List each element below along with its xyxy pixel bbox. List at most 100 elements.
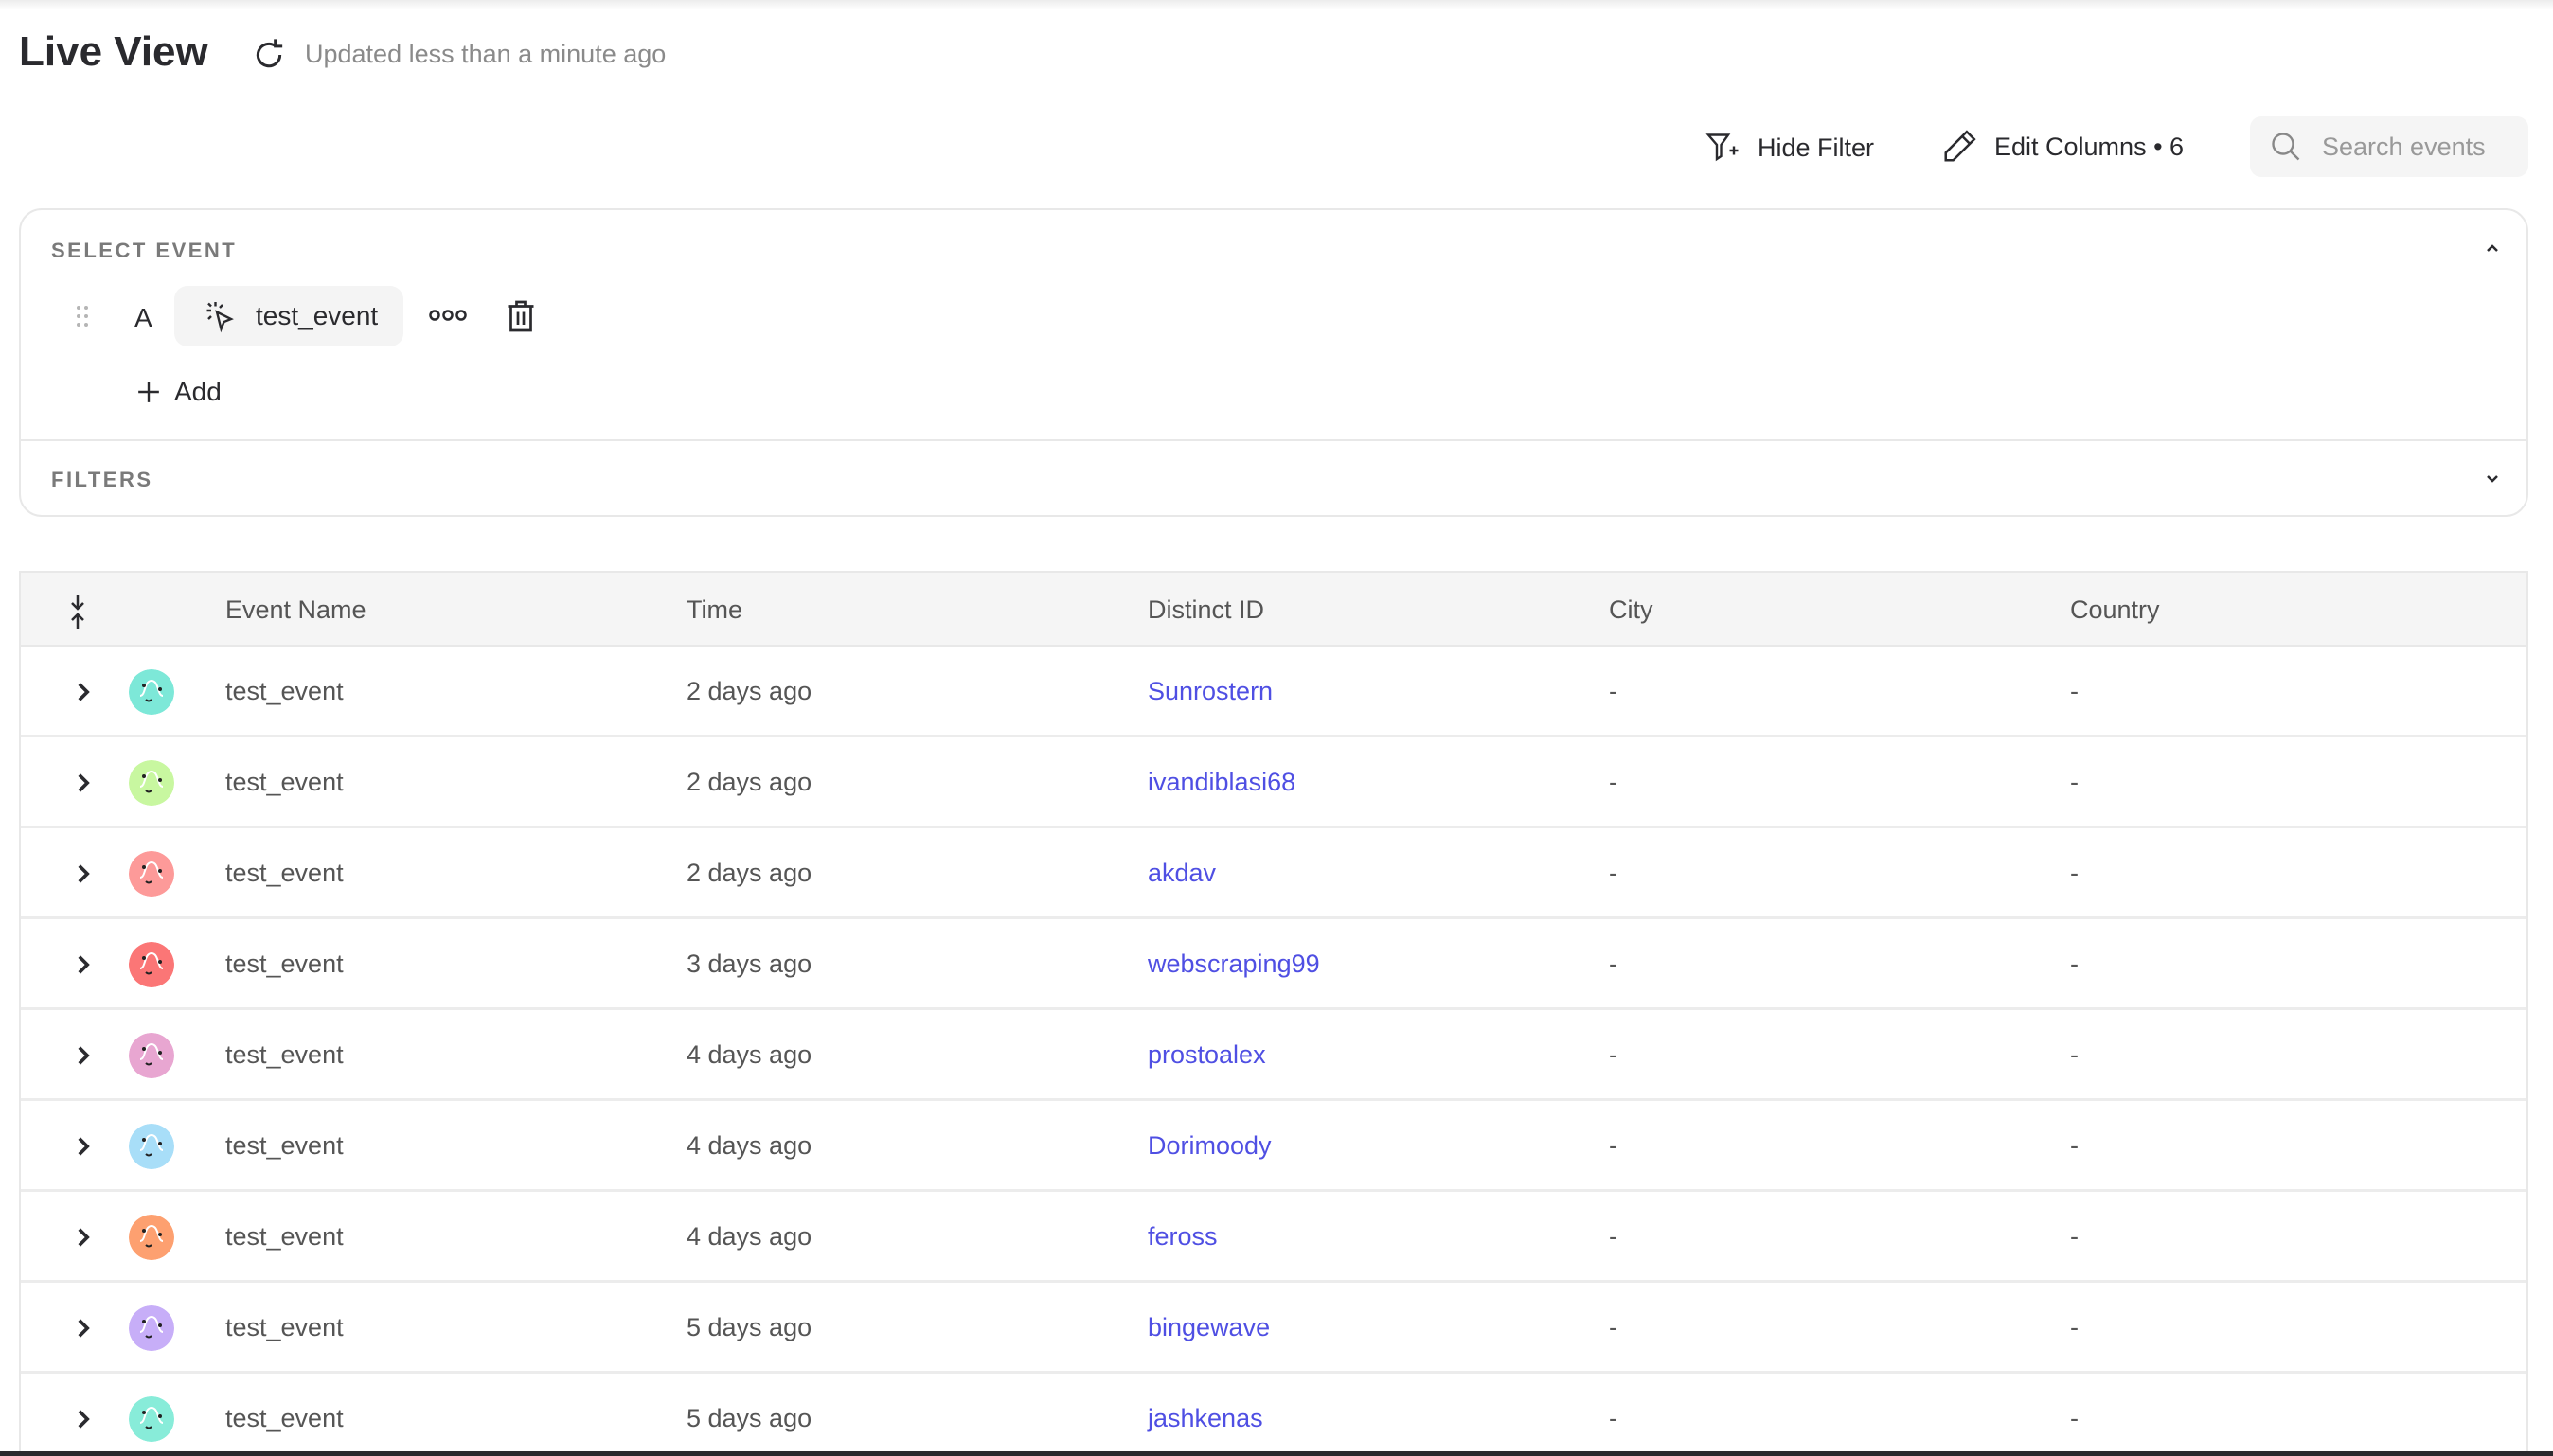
- hide-filter-label: Hide Filter: [1758, 133, 1875, 162]
- table-row[interactable]: test_event 4 days ago feross - -: [21, 1192, 2526, 1283]
- city-cell: -: [1609, 859, 1617, 887]
- country-cell: -: [2070, 1404, 2079, 1432]
- distinct-id-link[interactable]: ivandiblasi68: [1148, 768, 1296, 796]
- event-name-cell: test_event: [225, 859, 344, 887]
- select-event-label: SELECT EVENT: [51, 239, 238, 262]
- column-header-country[interactable]: Country: [2070, 595, 2160, 624]
- table-row[interactable]: test_event 4 days ago Dorimoody - -: [21, 1101, 2526, 1192]
- city-cell: -: [1609, 1131, 1617, 1160]
- city-cell: -: [1609, 1222, 1617, 1251]
- city-cell: -: [1609, 768, 1617, 796]
- expand-row-icon[interactable]: [70, 1042, 97, 1069]
- city-cell: -: [1609, 677, 1617, 705]
- distinct-id-link[interactable]: Dorimoody: [1148, 1131, 1272, 1160]
- search-input[interactable]: [2322, 132, 2502, 162]
- event-name: test_event: [256, 301, 379, 330]
- distinct-id-link[interactable]: webscraping99: [1148, 950, 1320, 978]
- pencil-icon: [1944, 130, 1976, 162]
- distinct-id-link[interactable]: bingewave: [1148, 1313, 1271, 1341]
- event-name-cell: test_event: [225, 1313, 344, 1341]
- distinct-id-link[interactable]: prostoalex: [1148, 1040, 1266, 1069]
- drag-handle-icon[interactable]: [76, 305, 89, 328]
- event-query-panel: SELECT EVENT A test_event Add FILTERS: [19, 208, 2528, 517]
- page-title: Live View: [19, 28, 208, 75]
- time-cell: 2 days ago: [687, 677, 812, 705]
- distinct-id-link[interactable]: Sunrostern: [1148, 677, 1274, 705]
- add-label: Add: [174, 377, 222, 406]
- country-cell: -: [2070, 1040, 2079, 1069]
- city-cell: -: [1609, 1404, 1617, 1432]
- search-icon: [2272, 133, 2300, 161]
- table-row[interactable]: test_event 3 days ago webscraping99 - -: [21, 919, 2526, 1010]
- country-cell: -: [2070, 1222, 2079, 1251]
- avatar: [129, 760, 174, 806]
- expand-row-icon[interactable]: [70, 861, 97, 887]
- expand-row-icon[interactable]: [70, 770, 97, 796]
- country-cell: -: [2070, 768, 2079, 796]
- table-row[interactable]: test_event 2 days ago akdav - -: [21, 828, 2526, 919]
- table-header: Event Name Time Distinct ID City Country: [21, 571, 2526, 647]
- refresh-icon[interactable]: [250, 36, 288, 74]
- add-event-button[interactable]: Add: [136, 377, 222, 407]
- bottom-bar: [0, 1451, 2553, 1456]
- city-cell: -: [1609, 950, 1617, 978]
- chevron-up-icon[interactable]: [2483, 239, 2502, 257]
- expand-row-icon[interactable]: [70, 1315, 97, 1341]
- time-cell: 4 days ago: [687, 1222, 812, 1251]
- table-row[interactable]: test_event 4 days ago prostoalex - -: [21, 1010, 2526, 1101]
- filters-label: FILTERS: [51, 468, 153, 491]
- plus-icon: [138, 382, 159, 402]
- distinct-id-link[interactable]: feross: [1148, 1222, 1218, 1251]
- city-cell: -: [1609, 1313, 1617, 1341]
- country-cell: -: [2070, 859, 2079, 887]
- event-name-cell: test_event: [225, 1131, 344, 1160]
- expand-row-icon[interactable]: [70, 951, 97, 978]
- expand-row-icon[interactable]: [70, 1133, 97, 1160]
- edit-columns-label: Edit Columns • 6: [1994, 132, 2185, 161]
- expand-row-icon[interactable]: [70, 1224, 97, 1251]
- expand-row-icon[interactable]: [70, 679, 97, 705]
- country-cell: -: [2070, 950, 2079, 978]
- chevron-down-icon[interactable]: [2483, 470, 2502, 488]
- updated-status: Updated less than a minute ago: [305, 40, 667, 68]
- click-cursor-icon: [206, 302, 234, 333]
- city-cell: -: [1609, 1040, 1617, 1069]
- more-options-icon[interactable]: [428, 307, 468, 324]
- time-cell: 2 days ago: [687, 859, 812, 887]
- column-header-distinct-id[interactable]: Distinct ID: [1148, 595, 1265, 624]
- edit-columns-button[interactable]: Edit Columns • 6: [1941, 129, 2184, 165]
- event-name-cell: test_event: [225, 768, 344, 796]
- distinct-id-link[interactable]: jashkenas: [1148, 1404, 1263, 1432]
- event-name-cell: test_event: [225, 1222, 344, 1251]
- hide-filter-button[interactable]: Hide Filter: [1705, 131, 1874, 165]
- events-table: Event Name Time Distinct ID City Country…: [19, 571, 2528, 1456]
- column-header-city[interactable]: City: [1609, 595, 1653, 624]
- time-cell: 4 days ago: [687, 1131, 812, 1160]
- table-row[interactable]: test_event 2 days ago ivandiblasi68 - -: [21, 737, 2526, 828]
- avatar: [129, 1215, 174, 1260]
- collapse-all-icon[interactable]: [66, 594, 89, 630]
- avatar: [129, 1124, 174, 1169]
- avatar: [129, 942, 174, 987]
- table-row[interactable]: test_event 5 days ago bingewave - -: [21, 1283, 2526, 1374]
- avatar: [129, 1033, 174, 1078]
- column-header-time[interactable]: Time: [687, 595, 742, 624]
- avatar: [129, 851, 174, 897]
- trash-icon[interactable]: [506, 299, 536, 333]
- top-shadow: [0, 0, 2553, 9]
- country-cell: -: [2070, 1313, 2079, 1341]
- divider: [21, 439, 2526, 441]
- expand-row-icon[interactable]: [70, 1406, 97, 1432]
- event-chip[interactable]: test_event: [174, 286, 403, 346]
- table-row[interactable]: test_event 5 days ago jashkenas - -: [21, 1374, 2526, 1456]
- table-row[interactable]: test_event 2 days ago Sunrostern - -: [21, 647, 2526, 737]
- avatar: [129, 669, 174, 715]
- time-cell: 5 days ago: [687, 1404, 812, 1432]
- event-name-cell: test_event: [225, 677, 344, 705]
- distinct-id-link[interactable]: akdav: [1148, 859, 1217, 887]
- event-name-cell: test_event: [225, 1404, 344, 1432]
- column-header-event-name[interactable]: Event Name: [225, 595, 366, 624]
- event-name-cell: test_event: [225, 950, 344, 978]
- country-cell: -: [2070, 1131, 2079, 1160]
- search-box[interactable]: [2250, 116, 2528, 177]
